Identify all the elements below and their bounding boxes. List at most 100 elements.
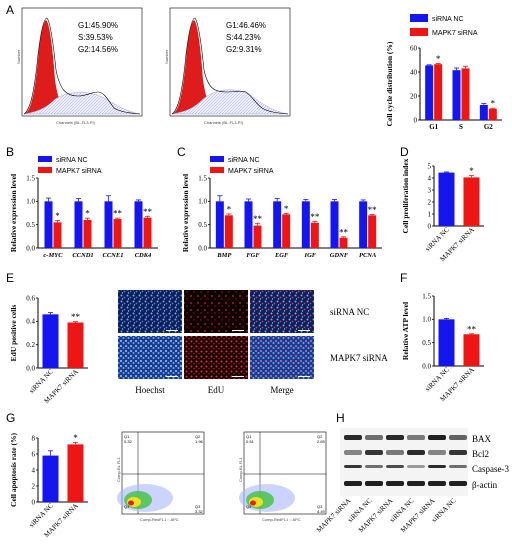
protein-label: Caspase-3	[472, 464, 509, 474]
western-blot: BAX Bcl2 Caspase-3 β-actin MAPK7 siRNA s…	[315, 428, 509, 534]
quad-v3: 3.32	[195, 509, 204, 514]
bar	[339, 237, 348, 248]
y-tick-label: 4	[32, 466, 36, 474]
significance-mark: **	[339, 227, 349, 237]
bar	[301, 201, 310, 248]
panel-label-f: F	[400, 271, 407, 285]
significance-mark: **	[467, 324, 477, 334]
bar	[215, 201, 224, 248]
stat-g2: G2:14.56%	[78, 45, 118, 54]
quad-q1: Q1	[124, 434, 130, 439]
quad-v1: 0.32	[124, 439, 133, 444]
legend-swatch-nc	[210, 156, 224, 162]
flow-plot-2: Q1 0.51 Q2 2.65 Q4 Q3 4.49 Comp-RedFL1 :…	[238, 431, 327, 522]
bar	[282, 214, 291, 248]
panel-label-e: E	[6, 271, 14, 285]
blot-band	[407, 481, 425, 486]
legend-b: siRNA NC MAPK7 siRNA	[38, 156, 102, 175]
bar	[253, 225, 262, 248]
x-tick-label: G2	[484, 123, 493, 131]
edu-image-grid: Hoechst EdU Merge siRNA NC MAPK7 siRNA	[118, 290, 388, 395]
y-tick-label: 0	[32, 498, 36, 506]
y-tick-label: 1.0	[422, 316, 431, 324]
blot-band	[449, 465, 467, 468]
legend-swatch-nc	[38, 156, 52, 162]
blot-band	[365, 481, 383, 486]
stat-g1: G1:45.90%	[78, 21, 118, 30]
significance-mark: *	[436, 54, 441, 64]
stat-g1: G1:46.46%	[226, 21, 266, 30]
blot-band	[365, 450, 383, 455]
significance-mark: **	[368, 205, 378, 215]
blot-band	[428, 450, 446, 455]
legend-label-nc: siRNA NC	[432, 16, 464, 23]
blot-band	[449, 481, 467, 486]
x-tick-label: CDK4	[135, 252, 152, 259]
blot-band	[386, 450, 404, 455]
flow-ylabel: Comp-BL FL1	[238, 456, 243, 482]
flow-plot-1: Q1 0.32 Q2 1.96 Q4 Q3 3.32 Comp-RedFL1 :…	[116, 431, 205, 522]
quad-v2: 2.65	[317, 439, 326, 444]
blot-band	[428, 435, 446, 440]
y-axis-title: Cell proliferation index	[401, 158, 410, 233]
x-tick-label: S	[459, 123, 463, 131]
blot-band	[449, 450, 467, 455]
x-tick-label: CCND1	[72, 252, 93, 259]
significance-mark: *	[55, 211, 60, 221]
y-tick-label: 1.5	[198, 174, 207, 182]
y-tick-label: 0.0	[198, 244, 207, 252]
bar	[463, 177, 480, 226]
y-tick-label: 0.0	[26, 364, 35, 372]
significance-mark: *	[227, 204, 232, 214]
bar	[134, 201, 143, 248]
y-tick-label: 40	[410, 68, 418, 76]
x-tick-label: PCNA	[359, 252, 377, 259]
chart-a: 0 20 40 60 Cell cycle distribution (%) * G1 S * G…	[385, 41, 502, 131]
blot-band	[407, 435, 425, 440]
protein-label: β-actin	[472, 480, 498, 490]
blot-band	[386, 435, 404, 440]
y-axis-title: Cell apoptosis rate (%)	[9, 433, 18, 507]
x-tick-label: GDNF	[330, 252, 349, 259]
bar	[425, 65, 434, 120]
row-label-nc: siRNA NC	[330, 307, 369, 317]
histogram-1: Number Channels (BL-FL3-PI) G1:45.90% S:…	[16, 7, 143, 125]
panel-label-g: G	[6, 411, 15, 425]
significance-mark: *	[469, 166, 474, 176]
quad-v3: 4.49	[317, 509, 326, 514]
x-tick-label: BMP	[216, 252, 232, 259]
legend-a: siRNA NC MAPK7 siRNA	[410, 14, 478, 37]
y-tick-label: 0	[414, 116, 418, 124]
y-tick-label: 8	[32, 434, 36, 442]
bar	[438, 172, 455, 226]
legend-c: siRNA NC MAPK7 siRNA	[210, 156, 274, 175]
blot-band	[344, 435, 362, 440]
stat-s: S:44.23%	[226, 33, 261, 42]
blot-band	[428, 481, 446, 486]
bar	[53, 222, 62, 248]
stat-s: S:39.53%	[78, 33, 113, 42]
bar	[434, 64, 443, 120]
protein-label: Bcl2	[472, 449, 489, 459]
panel-label-c: C	[177, 145, 186, 159]
col-label-merge: Merge	[270, 385, 293, 395]
quad-v2: 1.96	[195, 439, 204, 444]
y-tick-label: 3	[428, 186, 432, 194]
y-tick-label: 0.0	[422, 362, 431, 370]
bar	[273, 201, 282, 248]
y-tick-label: 0.5	[198, 221, 207, 229]
y-axis-title: Relative expression level	[9, 174, 18, 252]
significance-mark: *	[284, 204, 289, 214]
blot-band	[365, 465, 383, 468]
chart-c: 0.0 0.5 1.0 1.5 Relative expression level * BM…	[181, 174, 382, 259]
y-tick-label: 1	[428, 210, 432, 218]
y-tick-label: 0.4	[26, 318, 35, 326]
legend-label-si: MAPK7 siRNA	[56, 168, 102, 175]
y-tick-label: 1.5	[422, 292, 431, 300]
image-edu-nc	[184, 290, 248, 333]
stat-g2: G2:9.31%	[226, 45, 262, 54]
y-tick-label: 2	[428, 198, 432, 206]
blot-band	[386, 465, 404, 468]
